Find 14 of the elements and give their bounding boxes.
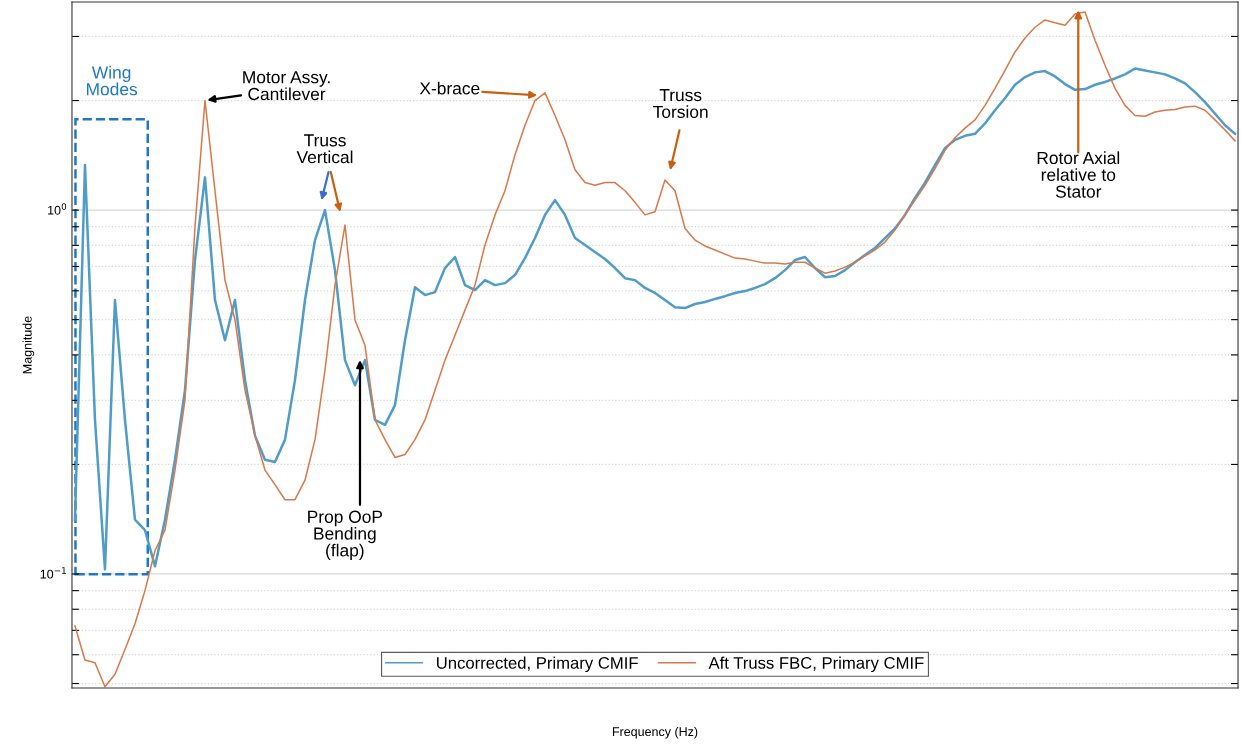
line-series bbox=[73, 67, 1237, 571]
annotation: X-brace bbox=[419, 81, 480, 95]
annotation: Rotor Axial relative to Stator bbox=[1037, 151, 1120, 198]
legend-label: Uncorrected, Primary CMIF bbox=[437, 656, 638, 673]
y-tick-label: 10$^{−1}$ bbox=[40, 567, 66, 579]
x-axis-title: Frequency (Hz) bbox=[612, 726, 698, 739]
annotation: Truss Vertical bbox=[296, 134, 353, 164]
annotation: Wing Modes bbox=[87, 65, 138, 96]
annotation: Prop OoP Bending (flap) bbox=[308, 510, 383, 560]
legend-label: Aft Truss FBC, Primary CMIF bbox=[708, 656, 924, 673]
y-tick-label: 10$^{0}$ bbox=[48, 203, 67, 215]
annotation: Truss Torsion bbox=[653, 89, 708, 118]
annotation: Motor Assy. Cantilever bbox=[243, 71, 330, 101]
y-axis-title: Magnitude bbox=[22, 316, 35, 374]
